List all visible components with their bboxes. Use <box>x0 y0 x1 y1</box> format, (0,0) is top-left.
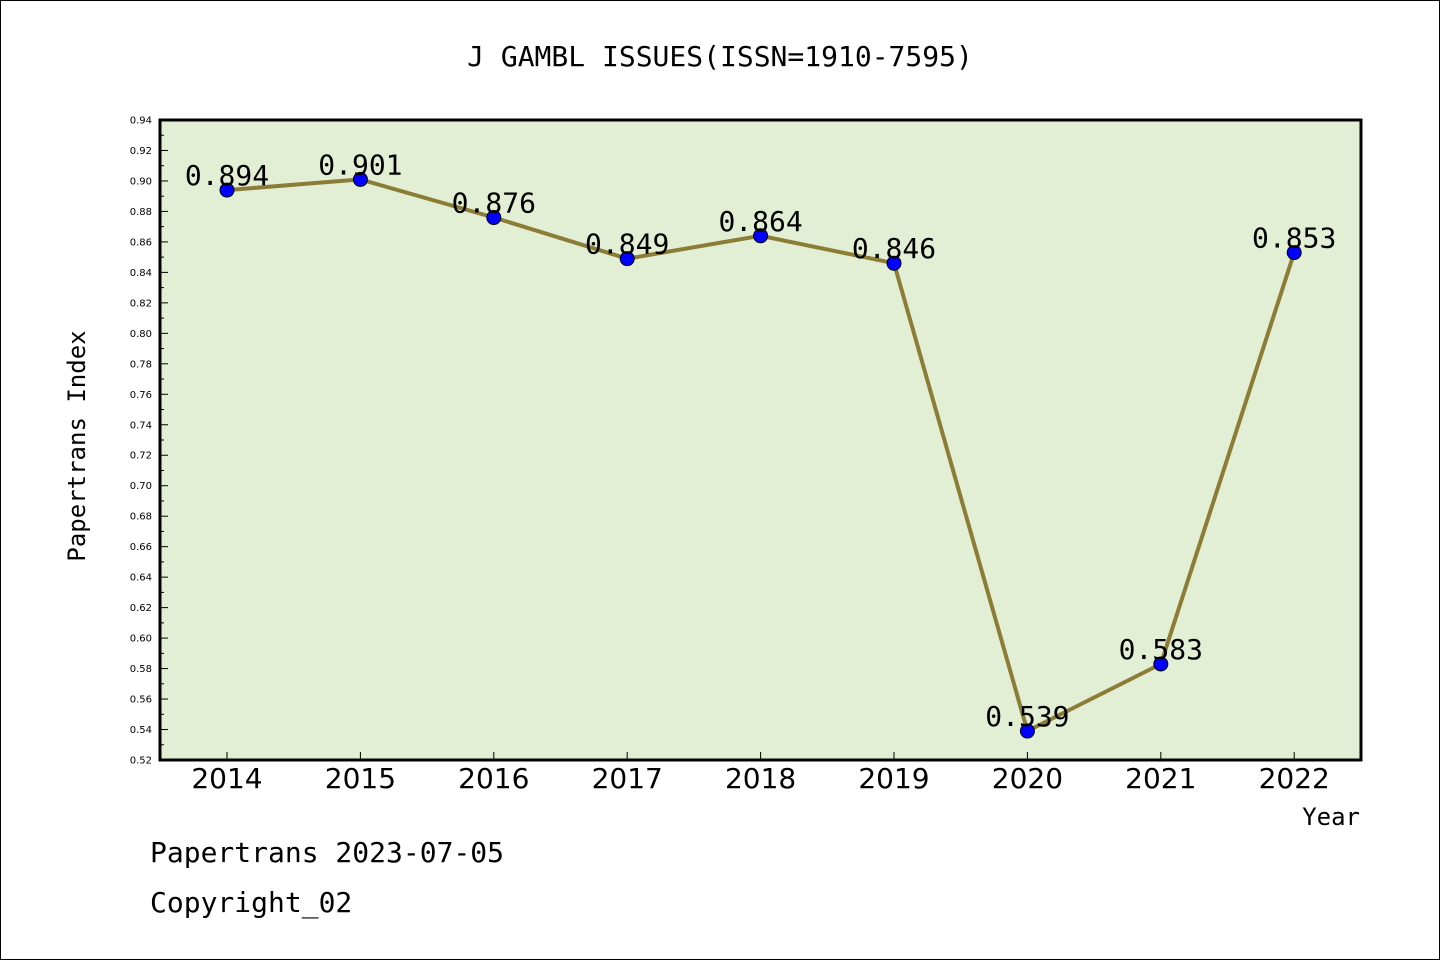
y-tick-label: 0.64 <box>130 573 152 584</box>
y-tick-label: 0.76 <box>130 390 152 401</box>
plot-area <box>158 118 1363 762</box>
x-tick-label: 2018 <box>725 762 796 795</box>
x-tick-label: 2016 <box>458 762 529 795</box>
x-tick-label: 2020 <box>992 762 1063 795</box>
x-tick-label: 2021 <box>1125 762 1196 795</box>
y-axis-label: Papertrans Index <box>63 330 91 561</box>
y-tick-label: 0.60 <box>130 634 152 645</box>
x-tick-label: 2017 <box>592 762 663 795</box>
y-tick-label: 0.82 <box>130 298 152 309</box>
data-point <box>1019 723 1035 739</box>
y-tick-label: 0.88 <box>130 207 152 218</box>
y-tick-label: 0.62 <box>130 603 152 614</box>
data-point <box>753 228 769 244</box>
data-point <box>486 210 502 226</box>
data-label: 0.583 <box>1119 633 1203 666</box>
chart-title: J GAMBL ISSUES(ISSN=1910-7595) <box>467 40 973 73</box>
x-tick-label: 2019 <box>858 762 929 795</box>
footer-date: Papertrans 2023-07-05 <box>150 836 505 869</box>
y-tick-label: 0.70 <box>130 481 152 492</box>
y-tick-label: 0.56 <box>130 695 152 706</box>
data-point <box>1153 656 1169 672</box>
y-tick-label: 0.90 <box>130 176 152 187</box>
data-label: 0.539 <box>985 700 1069 733</box>
footer-copyright: Copyright_02 <box>150 886 353 919</box>
data-label: 0.849 <box>585 228 669 261</box>
y-tick-label: 0.72 <box>130 451 152 462</box>
data-point <box>886 255 902 271</box>
x-axis-label: Year <box>1302 803 1360 831</box>
y-tick-label: 0.92 <box>130 146 152 157</box>
x-tick-label: 2015 <box>325 762 396 795</box>
y-axis: 0.52 0.54 0.56 0.58 0.60 0.62 0.64 0.66 0.68 0.70… <box>130 116 168 767</box>
data-point <box>619 251 635 267</box>
data-label: 0.901 <box>318 148 402 181</box>
data-label: 0.853 <box>1252 222 1336 255</box>
y-tick-label: 0.74 <box>130 420 152 431</box>
y-tick-label: 0.94 <box>130 116 152 127</box>
data-label: 0.894 <box>185 159 269 192</box>
y-tick-label: 0.84 <box>130 268 152 279</box>
y-tick-label: 0.58 <box>130 664 152 675</box>
data-point <box>352 171 368 187</box>
y-tick-label: 0.86 <box>130 237 152 248</box>
data-point <box>219 182 235 198</box>
x-axis: 2014 2015 2016 2017 2018 2019 2020 2021 2022 <box>191 752 1330 795</box>
y-tick-label: 0.78 <box>130 359 152 370</box>
data-label: 0.876 <box>452 187 536 220</box>
y-tick-label: 0.52 <box>130 756 152 767</box>
x-tick-label: 2022 <box>1259 762 1330 795</box>
data-label: 0.846 <box>852 232 936 265</box>
y-tick-label: 0.68 <box>130 512 152 523</box>
data-labels: 0.894 0.901 0.876 0.849 0.864 0.846 0.539 0.583… <box>185 148 1336 733</box>
data-label: 0.864 <box>718 205 802 238</box>
y-tick-label: 0.66 <box>130 542 152 553</box>
data-points <box>219 171 1302 739</box>
data-point <box>1286 245 1302 261</box>
x-tick-label: 2014 <box>191 762 262 795</box>
y-tick-label: 0.80 <box>130 329 152 340</box>
y-tick-label: 0.54 <box>130 725 152 736</box>
